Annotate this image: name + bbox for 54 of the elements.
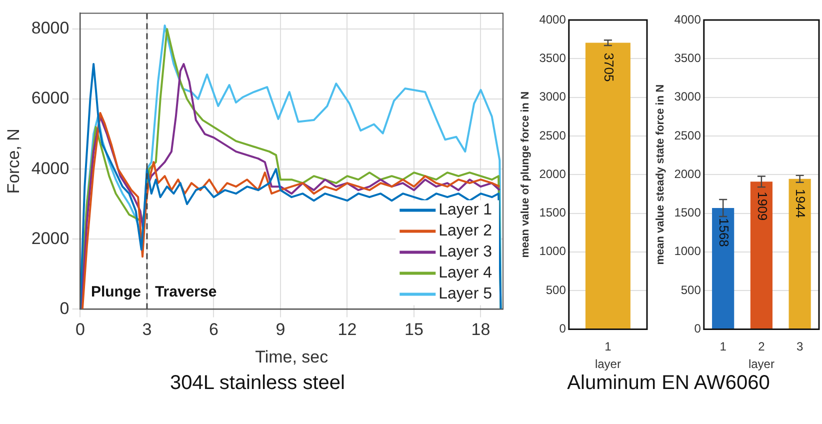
text: Aluminum EN AW6060	[566, 372, 771, 395]
y-tick-label: 1500	[539, 206, 566, 220]
y-axis-title: mean value steady state force in N	[654, 84, 667, 265]
y-tick-label: 1500	[674, 206, 702, 220]
x-axis-title: layer	[594, 357, 621, 372]
annotation: Plunge	[90, 283, 141, 300]
x-tick-label: 3	[796, 340, 804, 354]
y-tick-label: 2000	[674, 166, 702, 181]
legend-label: Layer 5	[438, 286, 492, 303]
y-tick-label: 4000	[31, 158, 70, 178]
y-tick-label: 2000	[31, 228, 70, 248]
y-tick-label: 500	[680, 282, 702, 297]
x-tick-label: 12	[338, 320, 357, 340]
y-tick-label: 4000	[674, 12, 702, 26]
bar	[712, 208, 734, 329]
x-axis-title: layer	[748, 357, 774, 372]
x-tick-label: 18	[471, 320, 490, 340]
y-axis-title: Force, N	[4, 128, 23, 194]
y-tick-label: 1000	[674, 244, 702, 258]
x-axis-title: Time, sec	[255, 347, 329, 366]
y-tick-label: 1000	[539, 244, 566, 258]
data-label: 1944	[793, 188, 808, 218]
x-tick-label: 3	[142, 320, 152, 340]
x-tick-label: 1	[720, 340, 727, 354]
legend-label: Layer 4	[438, 264, 492, 282]
y-tick-label: 3500	[539, 50, 566, 65]
annotation: Traverse	[154, 283, 217, 300]
bar	[750, 182, 772, 329]
x-tick-label: 15	[404, 320, 424, 340]
y-tick-label: 2500	[674, 128, 702, 142]
bar	[788, 178, 811, 329]
x-tick-label: 6	[208, 320, 218, 340]
data-label: 1909	[754, 192, 770, 221]
y-tick-label: 6000	[31, 88, 70, 108]
y-tick-label: 3000	[674, 90, 702, 104]
legend-label: Layer 1	[438, 202, 492, 219]
y-tick-label: 500	[546, 282, 566, 297]
x-tick-label: 1	[604, 340, 612, 354]
x-tick-label: 2	[758, 340, 766, 354]
y-tick-label: 3000	[539, 90, 566, 104]
y-tick-label: 0	[60, 298, 70, 318]
y-tick-label: 3500	[674, 50, 702, 65]
text: 304L stainless steel	[169, 372, 346, 395]
data-label: 3705	[601, 52, 616, 82]
x-tick-label: 9	[276, 320, 286, 340]
legend-label: Layer 2	[438, 222, 492, 240]
y-tick-label: 2500	[539, 128, 566, 142]
y-axis-title: mean value of plunge force in N	[520, 91, 532, 258]
y-tick-label: 8000	[31, 18, 70, 38]
y-tick-label: 2000	[539, 166, 566, 181]
data-label: 1568	[716, 218, 732, 247]
y-tick-label: 4000	[539, 12, 566, 26]
legend-label: Layer 3	[438, 244, 492, 261]
x-tick-label: 0	[75, 320, 85, 340]
